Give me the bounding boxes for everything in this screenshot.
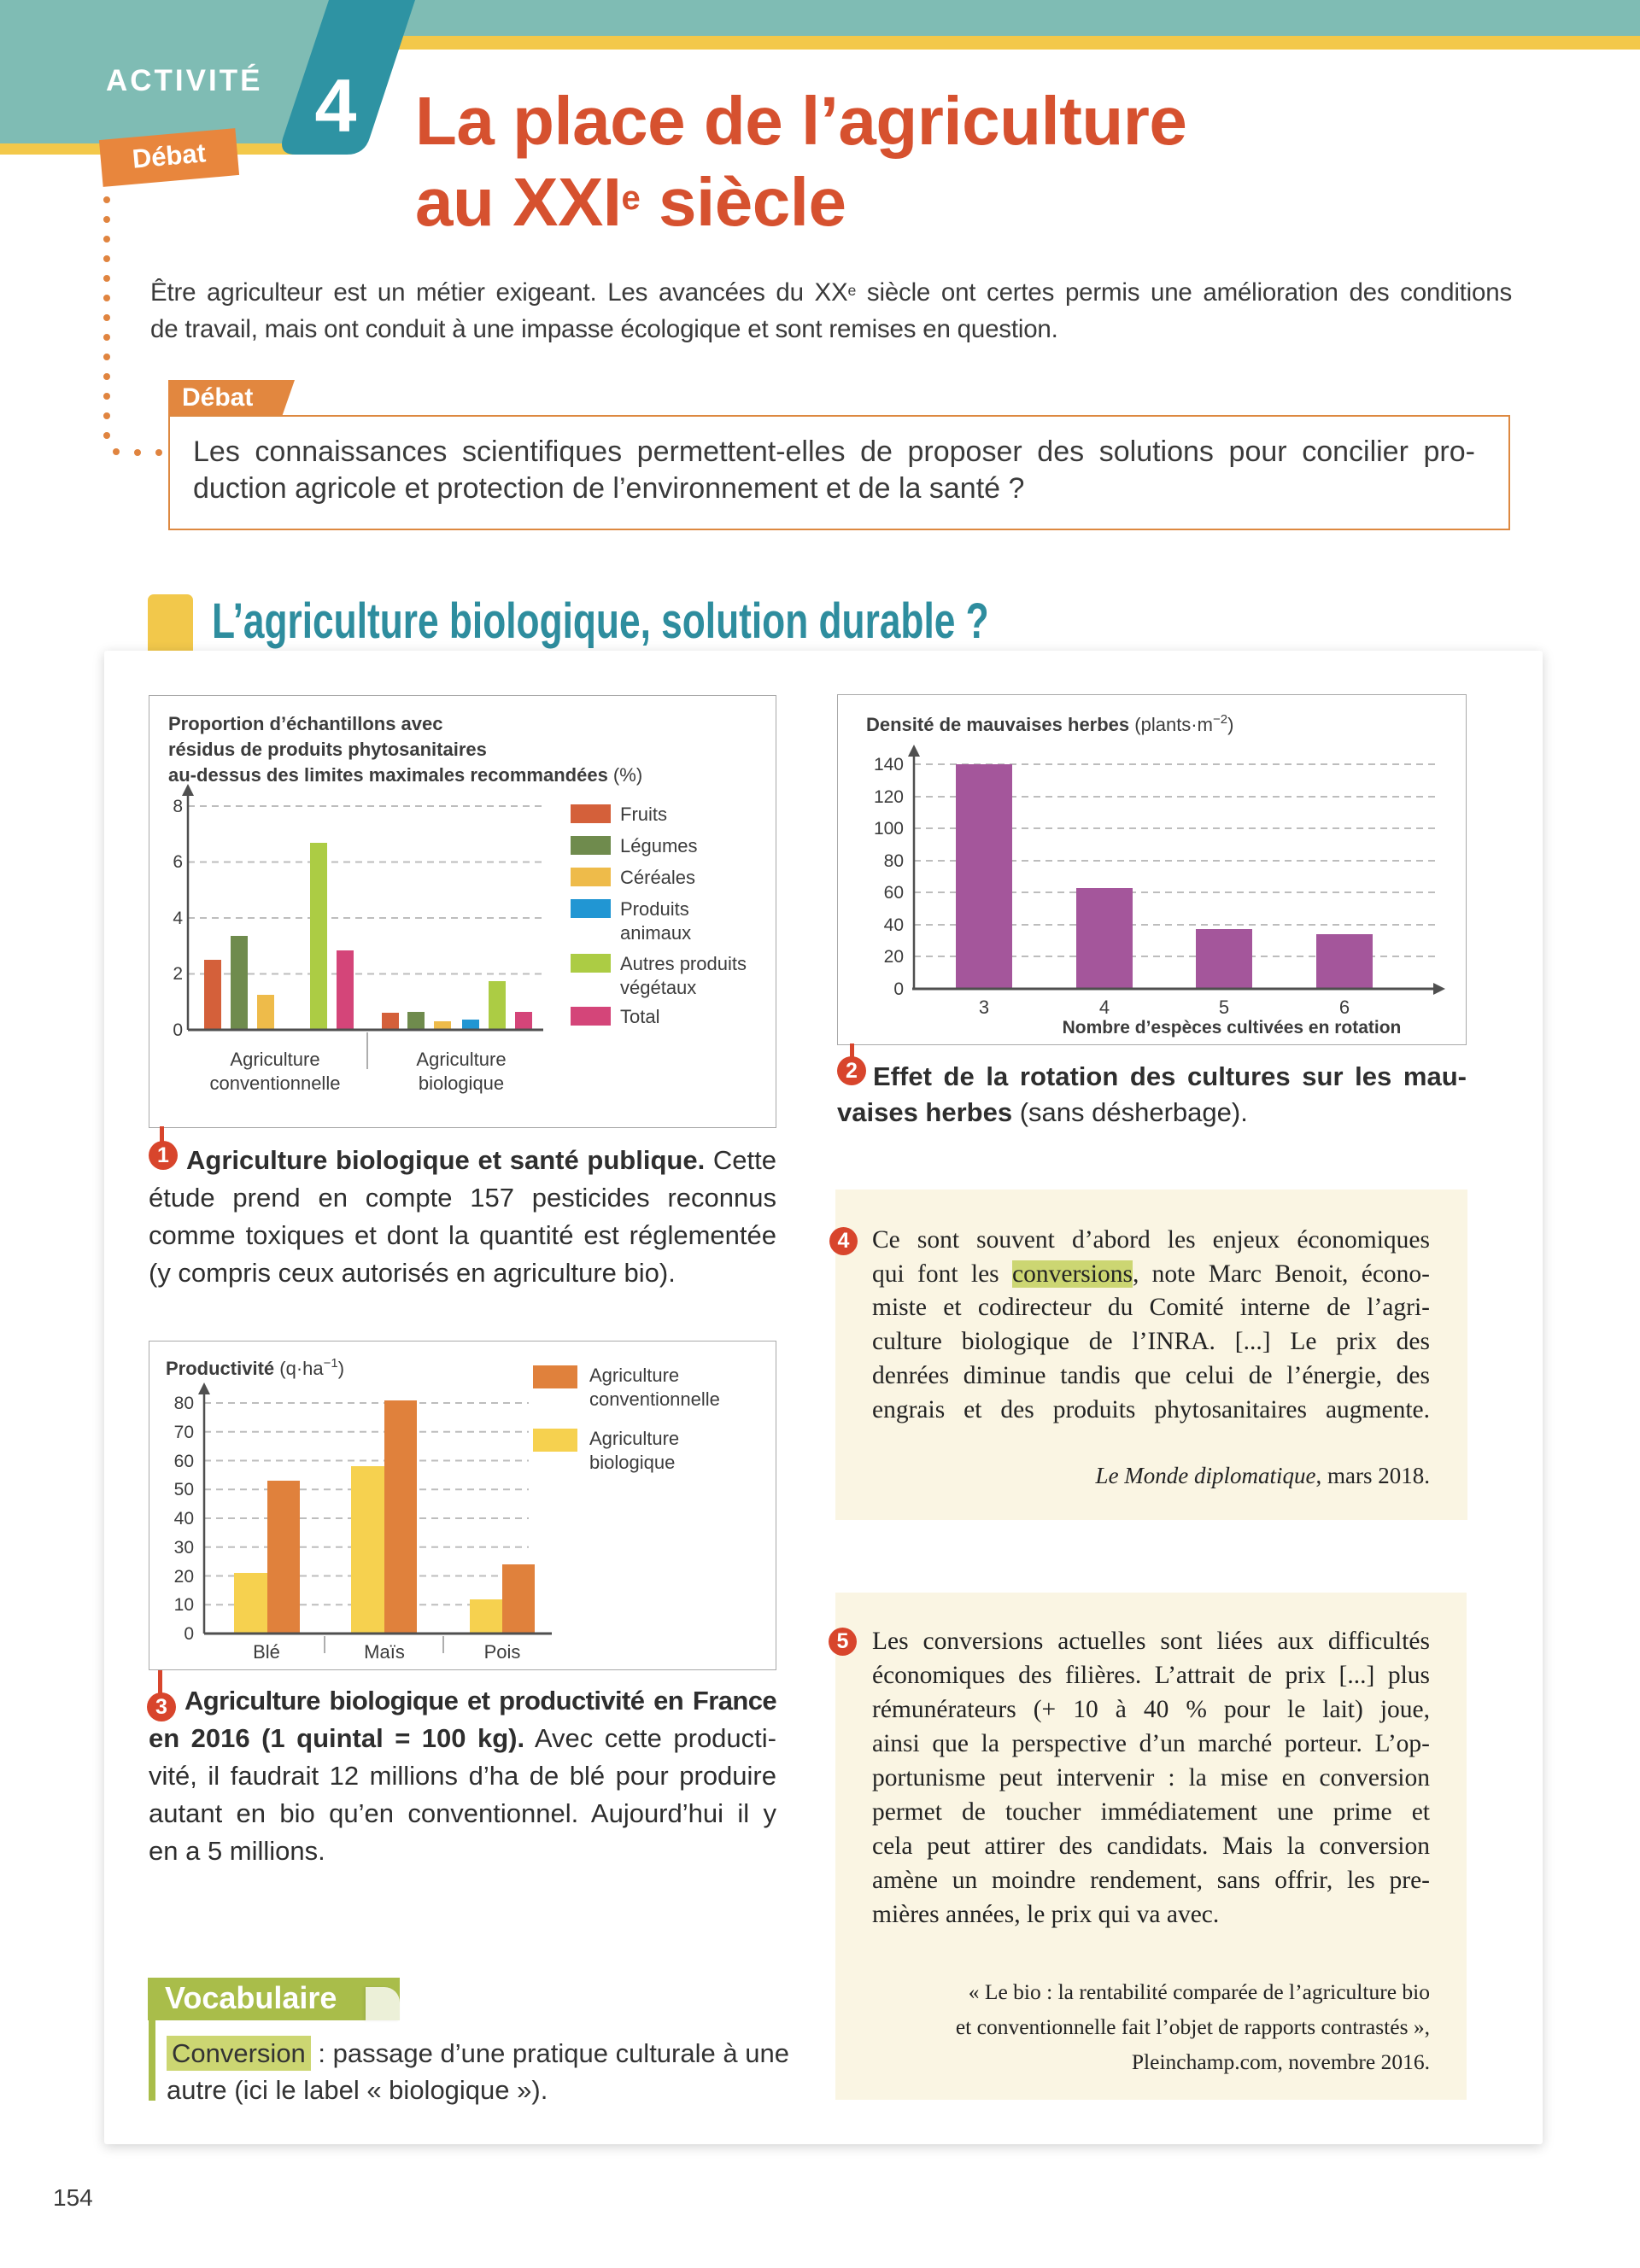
- svg-text:Pois: Pois: [484, 1641, 521, 1663]
- svg-text:2: 2: [173, 964, 183, 984]
- svg-text:4: 4: [173, 909, 183, 928]
- svg-text:Agriculture: Agriculture: [230, 1049, 319, 1070]
- svg-text:6: 6: [173, 852, 183, 872]
- svg-text:10: 10: [174, 1595, 194, 1615]
- svg-text:Densité de mauvaises herbes (p: Densité de mauvaises herbes (plants·m−2): [866, 712, 1233, 735]
- svg-text:6: 6: [1339, 997, 1350, 1018]
- svg-text:70: 70: [174, 1423, 194, 1442]
- svg-text:0: 0: [184, 1624, 194, 1644]
- svg-text:50: 50: [174, 1480, 194, 1499]
- svg-text:Nombre d’espèces cultivées en: Nombre d’espèces cultivées en rotation: [1063, 1018, 1402, 1038]
- svg-text:Céréales: Céréales: [620, 867, 695, 888]
- svg-text:40: 40: [174, 1509, 194, 1529]
- svg-text:80: 80: [884, 851, 904, 871]
- svg-text:Agriculture: Agriculture: [416, 1049, 506, 1070]
- svg-text:30: 30: [174, 1538, 194, 1558]
- svg-text:0: 0: [173, 1020, 183, 1040]
- svg-text:5: 5: [1219, 997, 1229, 1018]
- svg-text:Productivité (q·ha−1): Productivité (q·ha−1): [166, 1356, 344, 1379]
- svg-text:conventionnelle: conventionnelle: [210, 1073, 341, 1094]
- svg-text:80: 80: [174, 1394, 194, 1413]
- svg-text:0: 0: [893, 979, 904, 999]
- svg-text:100: 100: [874, 819, 904, 839]
- svg-text:Agriculture: Agriculture: [589, 1428, 679, 1449]
- svg-text:Total: Total: [620, 1006, 659, 1027]
- svg-text:Proportion d’échantillons avec: Proportion d’échantillons avec: [168, 713, 443, 734]
- svg-text:biologique: biologique: [419, 1073, 504, 1094]
- svg-text:3: 3: [979, 997, 989, 1018]
- svg-text:8: 8: [173, 797, 183, 816]
- svg-text:Autres produits: Autres produits: [620, 953, 747, 974]
- svg-text:Fruits: Fruits: [620, 804, 667, 825]
- svg-text:Blé: Blé: [253, 1641, 280, 1663]
- svg-text:40: 40: [884, 915, 904, 935]
- svg-text:20: 20: [884, 947, 904, 967]
- svg-text:Maïs: Maïs: [364, 1641, 405, 1663]
- svg-text:140: 140: [874, 755, 904, 775]
- svg-text:120: 120: [874, 787, 904, 807]
- svg-text:20: 20: [174, 1567, 194, 1587]
- svg-text:résidus de produits phytosanit: résidus de produits phytosanitaires: [168, 739, 487, 760]
- svg-text:60: 60: [174, 1452, 194, 1471]
- svg-text:végétaux: végétaux: [620, 977, 696, 998]
- svg-text:Agriculture: Agriculture: [589, 1365, 679, 1386]
- svg-text:Produits: Produits: [620, 898, 689, 920]
- svg-text:4: 4: [1099, 997, 1110, 1018]
- svg-text:biologique: biologique: [589, 1452, 675, 1473]
- svg-text:Légumes: Légumes: [620, 835, 698, 856]
- svg-text:conventionnelle: conventionnelle: [589, 1388, 720, 1410]
- svg-text:60: 60: [884, 883, 904, 903]
- svg-text:au-dessus des limites maximale: au-dessus des limites maximales recomman…: [168, 764, 642, 786]
- svg-text:animaux: animaux: [620, 922, 691, 944]
